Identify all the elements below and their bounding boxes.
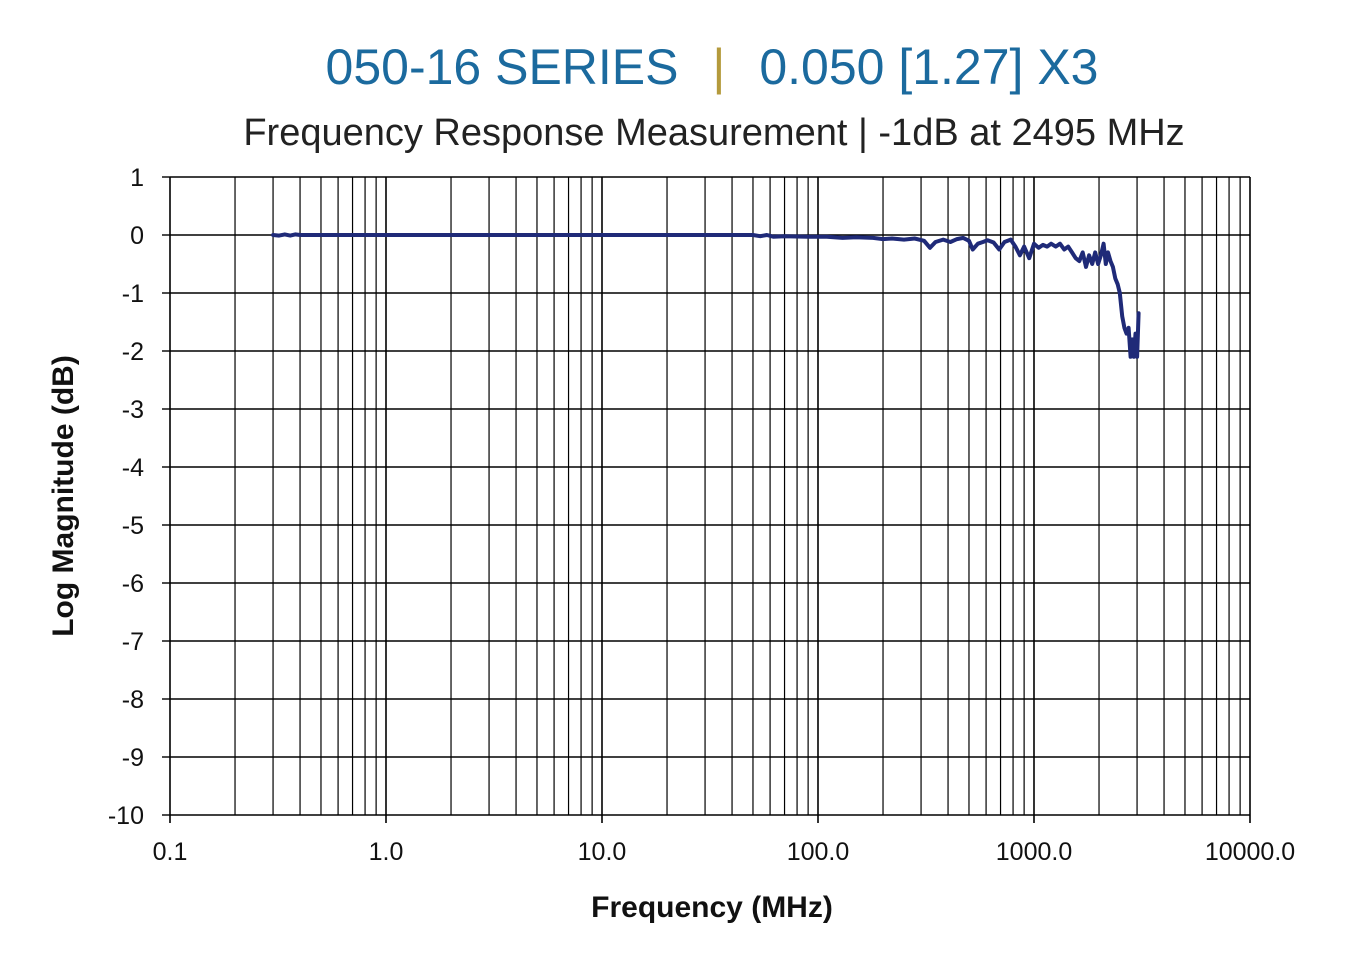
y-tick-label: -3	[122, 396, 144, 424]
series-line	[271, 232, 1141, 359]
title-part-1: 050-16 SERIES	[326, 39, 679, 95]
x-tick-label: 0.1	[153, 838, 188, 866]
y-tick-label: -2	[122, 338, 144, 366]
x-tick-label: 1000.0	[996, 838, 1072, 866]
chart-subtitle: Frequency Response Measurement | -1dB at…	[243, 112, 1184, 154]
title-separator: |	[712, 39, 725, 95]
x-tick-label: 100.0	[787, 838, 850, 866]
x-tick-label: 1.0	[369, 838, 404, 866]
y-tick-label: -1	[122, 280, 144, 308]
y-tick-label: -7	[122, 628, 144, 656]
y-tick-label: -5	[122, 512, 144, 540]
y-tick-label: 0	[130, 222, 144, 250]
y-tick-label: -6	[122, 570, 144, 598]
y-axis-label: Log Magnitude (dB)	[47, 355, 80, 637]
x-axis-label: Frequency (MHz)	[591, 891, 833, 924]
y-tick-label: -4	[122, 454, 144, 482]
chart-title: 050-16 SERIES | 0.050 [1.27] X3	[326, 39, 1099, 95]
grid-lines	[162, 176, 1251, 823]
x-tick-labels: 0.1 1.0 10.0 100.0 1000.0 10000.0	[153, 838, 1296, 866]
series-group	[271, 232, 1141, 359]
x-tick-label: 10.0	[578, 838, 627, 866]
y-tick-label: -8	[122, 686, 144, 714]
y-tick-label: -9	[122, 744, 144, 772]
y-tick-labels: 1 0 -1 -2 -3 -4 -5 -6 -7 -8 -9 -10	[108, 164, 144, 830]
x-tick-label: 10000.0	[1205, 838, 1295, 866]
y-tick-label: -10	[108, 802, 144, 830]
title-part-2: 0.050 [1.27] X3	[759, 39, 1098, 95]
y-tick-label: 1	[130, 164, 144, 192]
